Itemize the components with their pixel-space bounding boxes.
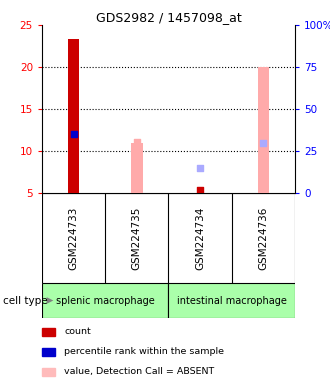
Point	[197, 165, 203, 171]
Bar	[169, 283, 295, 318]
Point	[197, 187, 203, 194]
Text: splenic macrophage: splenic macrophage	[56, 296, 155, 306]
Text: count: count	[64, 327, 91, 336]
Text: intestinal macrophage: intestinal macrophage	[177, 296, 287, 306]
Text: GSM224735: GSM224735	[132, 206, 142, 270]
Point	[134, 139, 140, 145]
Text: GSM224736: GSM224736	[258, 206, 268, 270]
Title: GDS2982 / 1457098_at: GDS2982 / 1457098_at	[96, 11, 241, 24]
Bar	[42, 283, 169, 318]
Text: cell type: cell type	[3, 296, 48, 306]
Bar	[68, 39, 79, 193]
Text: GSM224733: GSM224733	[69, 206, 79, 270]
Bar	[258, 67, 269, 193]
Point	[261, 139, 266, 146]
Text: percentile rank within the sample: percentile rank within the sample	[64, 347, 224, 356]
Bar	[131, 142, 143, 193]
Text: value, Detection Call = ABSENT: value, Detection Call = ABSENT	[64, 367, 215, 376]
Text: GSM224734: GSM224734	[195, 206, 205, 270]
Point	[71, 131, 76, 137]
